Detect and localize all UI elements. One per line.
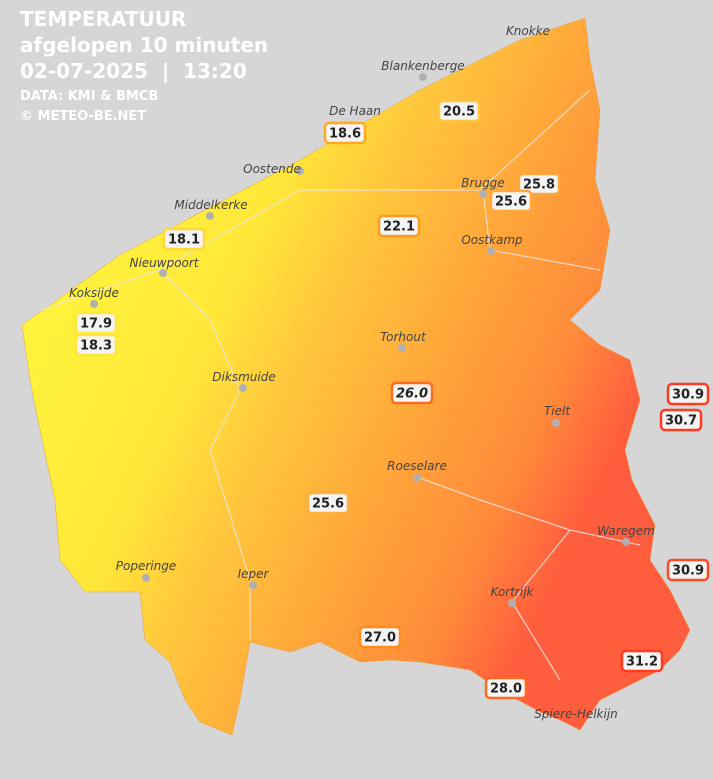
place-dot bbox=[296, 167, 304, 175]
datetime: 02-07-2025 | 13:20 bbox=[20, 59, 247, 83]
station-value: 30.9 bbox=[672, 564, 704, 579]
station-box bbox=[306, 491, 350, 515]
place-name: Nieuwpoort bbox=[129, 256, 199, 270]
place-dot bbox=[487, 247, 495, 255]
station-box bbox=[666, 558, 710, 582]
place-name: Poperinge bbox=[116, 559, 176, 573]
place-name: Tielt bbox=[544, 404, 571, 418]
place-dot bbox=[622, 538, 630, 546]
place-dot bbox=[159, 269, 167, 277]
station-box bbox=[377, 214, 421, 238]
place-dot bbox=[239, 384, 247, 392]
station-box bbox=[659, 408, 703, 432]
place-dot bbox=[249, 581, 257, 589]
station-value: 18.3 bbox=[80, 339, 112, 354]
station-box bbox=[74, 311, 118, 335]
station-value: 28.0 bbox=[490, 682, 522, 697]
station-box bbox=[666, 382, 710, 406]
station-value: 31.2 bbox=[626, 655, 658, 670]
place-name: Diksmuide bbox=[212, 370, 275, 384]
place-name: Knokke bbox=[506, 24, 550, 38]
station-value: 30.9 bbox=[672, 388, 704, 403]
place-dot bbox=[413, 474, 421, 482]
station-value: 18.6 bbox=[329, 127, 361, 142]
station-value: 18.1 bbox=[168, 233, 200, 248]
station-box bbox=[620, 649, 664, 673]
place-dot bbox=[142, 574, 150, 582]
place-name: Brugge bbox=[461, 176, 504, 190]
place-name: Kortrijk bbox=[491, 585, 535, 599]
station-box bbox=[323, 121, 367, 145]
place-dot bbox=[90, 300, 98, 308]
place-name: Koksijde bbox=[69, 286, 119, 300]
station-value: 17.9 bbox=[80, 317, 112, 332]
station-value: 27.0 bbox=[364, 631, 396, 646]
place-name: De Haan bbox=[329, 104, 381, 118]
station-value: 25.8 bbox=[523, 178, 555, 193]
place-name: Roeselare bbox=[387, 459, 447, 473]
place-dot bbox=[419, 73, 427, 81]
place-name: Spiere-Helkijn bbox=[534, 707, 618, 721]
stations: 20.5 18.6 25.8 25.6 22.1 18.1 17.9 18.3 26.0 30.9… bbox=[74, 99, 710, 700]
station-box bbox=[489, 189, 533, 213]
place-name: Torhout bbox=[380, 330, 427, 344]
station-value: 26.0 bbox=[396, 387, 428, 402]
subtitle: afgelopen 10 minuten bbox=[20, 33, 268, 57]
place-name: Oostkamp bbox=[461, 233, 523, 247]
place-name: Blankenberge bbox=[381, 59, 464, 73]
station-box bbox=[162, 227, 206, 251]
places: Knokke Blankenberge De Haan Oostende Middelk… bbox=[69, 24, 655, 721]
station-box bbox=[484, 676, 528, 700]
place-name: Oostende bbox=[243, 162, 301, 176]
station-box bbox=[390, 381, 434, 405]
place-dot bbox=[398, 344, 406, 352]
station-box bbox=[437, 99, 481, 123]
place-dot bbox=[206, 212, 214, 220]
place-name: Ieper bbox=[238, 567, 270, 581]
place-name: Waregem bbox=[597, 524, 655, 538]
title: TEMPERATUUR bbox=[20, 7, 186, 31]
place-dot bbox=[552, 419, 560, 427]
source: DATA: KMI & BMCB bbox=[20, 89, 158, 104]
station-value: 20.5 bbox=[443, 105, 475, 120]
station-box bbox=[358, 625, 402, 649]
station-value: 25.6 bbox=[495, 195, 527, 210]
place-dot bbox=[479, 190, 487, 198]
station-box bbox=[74, 333, 118, 357]
place-name: Middelkerke bbox=[174, 198, 247, 212]
station-value: 30.7 bbox=[665, 414, 697, 429]
place-dot bbox=[508, 599, 516, 607]
station-box bbox=[517, 172, 561, 196]
station-value: 22.1 bbox=[383, 220, 415, 235]
copyright: © METEO-BE.NET bbox=[20, 109, 146, 124]
station-value: 25.6 bbox=[312, 497, 344, 512]
